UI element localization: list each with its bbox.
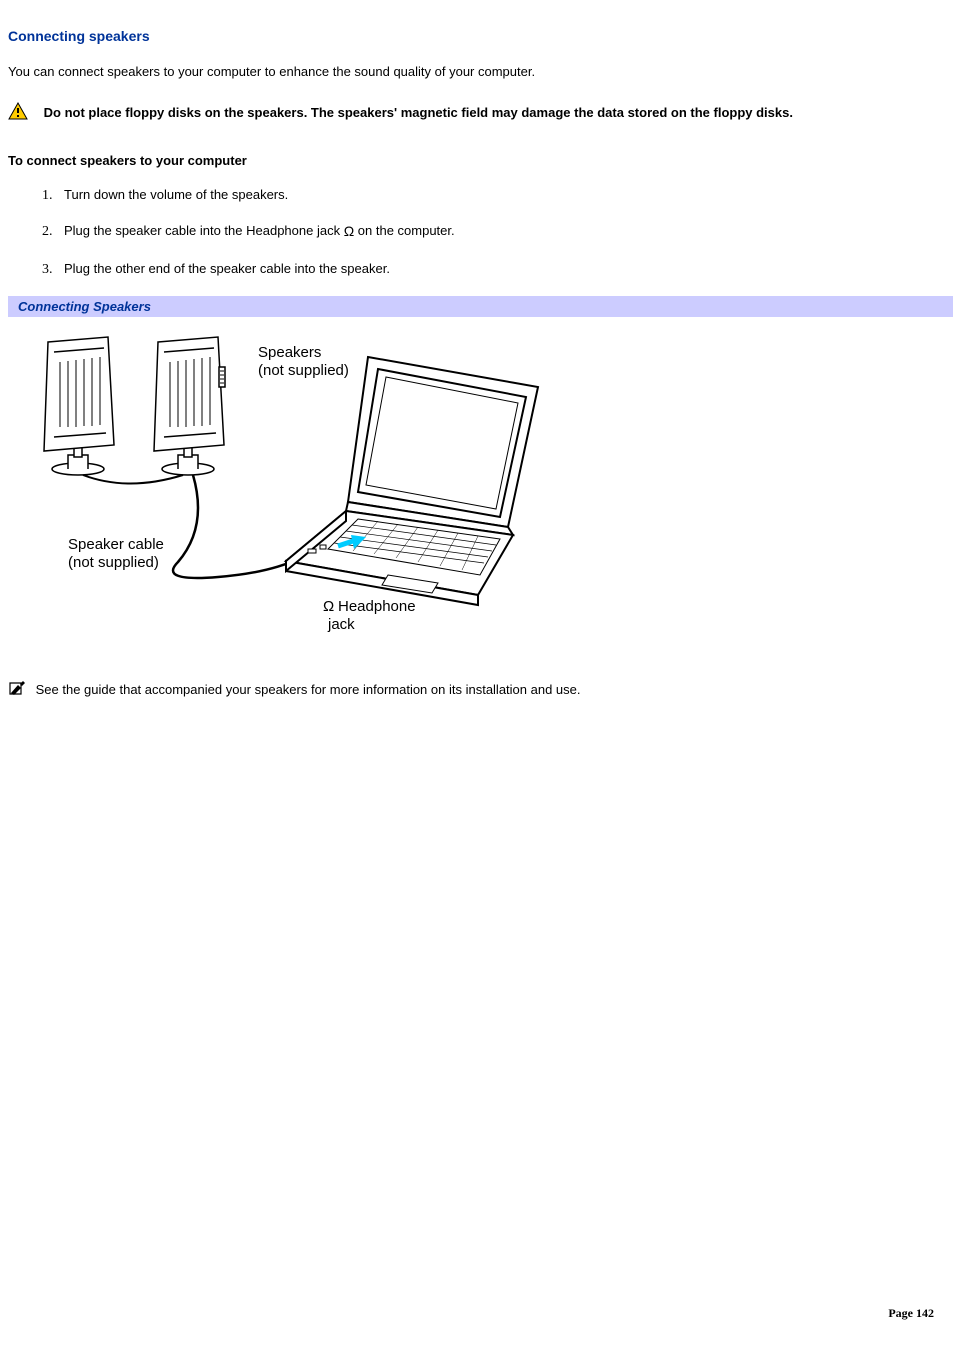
page-number: 142 bbox=[916, 1306, 934, 1320]
diagram-label-jack-glyph: Ω bbox=[323, 598, 334, 615]
diagram-label-cable-1: Speaker cable bbox=[68, 536, 164, 553]
diagram-label-speakers-2: (not supplied) bbox=[258, 362, 349, 379]
step-item: Turn down the volume of the speakers. bbox=[56, 186, 946, 204]
warning-block: Do not place floppy disks on the speaker… bbox=[8, 102, 946, 126]
note-icon bbox=[8, 680, 28, 702]
step-item: Plug the other end of the speaker cable … bbox=[56, 260, 946, 278]
diagram-label-jack-2: jack bbox=[327, 616, 355, 633]
step-item: Plug the speaker cable into the Headphon… bbox=[56, 222, 946, 242]
note-text: See the guide that accompanied your spea… bbox=[36, 682, 581, 697]
warning-icon bbox=[8, 102, 28, 126]
diagram-label-jack-1: Headphone bbox=[338, 598, 416, 615]
connecting-speakers-diagram: Speakers (not supplied) Speaker cable (n… bbox=[8, 327, 568, 640]
page-label: Page bbox=[888, 1306, 913, 1320]
note-line: See the guide that accompanied your spea… bbox=[8, 680, 946, 702]
section-title: Connecting speakers bbox=[8, 28, 946, 44]
diagram-label-cable-2: (not supplied) bbox=[68, 554, 159, 571]
diagram-label-speakers-1: Speakers bbox=[258, 344, 321, 361]
headphone-icon: Ω bbox=[344, 223, 354, 239]
warning-text: Do not place floppy disks on the speaker… bbox=[44, 105, 793, 120]
step-text-pre: Plug the speaker cable into the Headphon… bbox=[64, 223, 344, 238]
step-text-post: on the computer. bbox=[354, 223, 454, 238]
subheading: To connect speakers to your computer bbox=[8, 153, 946, 168]
figure-title: Connecting Speakers bbox=[8, 296, 953, 317]
intro-paragraph: You can connect speakers to your compute… bbox=[8, 62, 946, 82]
steps-list: Turn down the volume of the speakers. Pl… bbox=[8, 186, 946, 278]
page-footer: Page 142 bbox=[888, 1306, 934, 1321]
